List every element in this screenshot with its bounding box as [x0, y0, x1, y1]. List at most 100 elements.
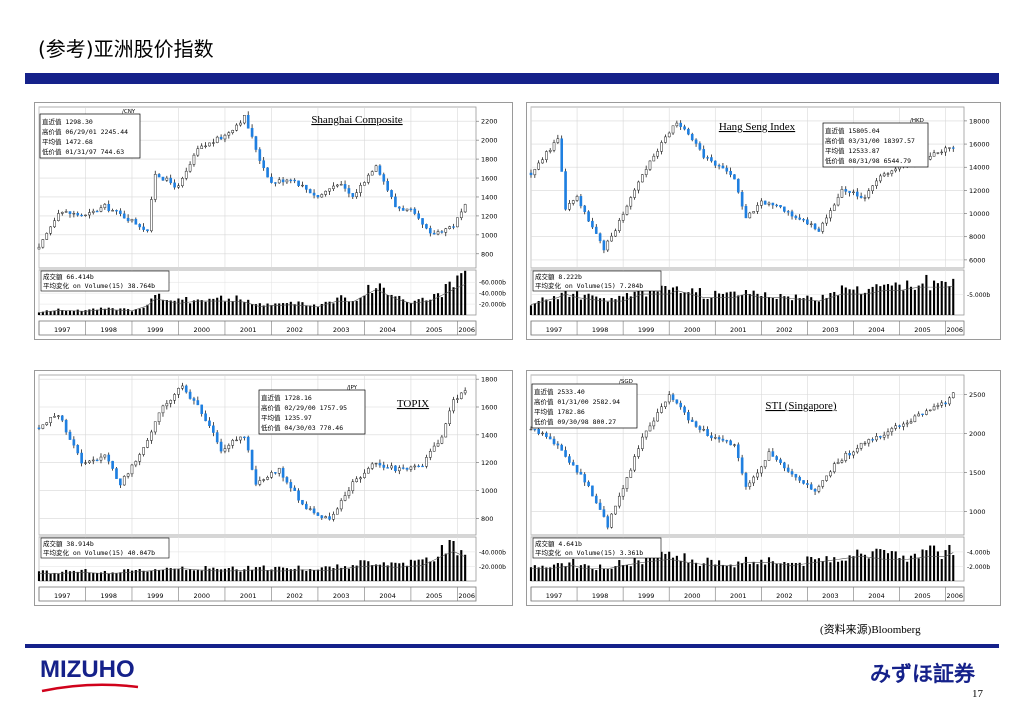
volume-bar — [645, 555, 648, 581]
candle-body — [456, 398, 459, 400]
candle-body — [848, 453, 851, 456]
volume-bar — [595, 296, 598, 315]
candle-body — [405, 208, 409, 211]
volume-bar — [84, 310, 87, 315]
volume-bar — [675, 555, 678, 581]
candle-body — [951, 392, 955, 399]
volume-bar — [367, 284, 370, 315]
candle-body — [200, 145, 204, 149]
chart-shanghai-composite: 800 1000 1200 1400 1600 1800 2000 2200 -60.000b -… — [34, 102, 513, 340]
candle-body — [320, 515, 324, 519]
candle-body — [806, 483, 809, 485]
candle-body — [902, 423, 905, 427]
stats-box — [39, 113, 141, 159]
candle-body — [744, 206, 748, 219]
candle-body — [740, 457, 744, 474]
candle-body — [917, 413, 921, 417]
volume-bar — [347, 301, 350, 315]
candle-body — [397, 467, 401, 472]
year-label: 2000 — [684, 592, 701, 600]
candle-body — [740, 191, 744, 207]
year-label: 2006 — [458, 592, 475, 600]
year-label: 2002 — [286, 592, 303, 600]
volume-bar — [921, 283, 924, 315]
candle-body — [223, 134, 227, 140]
candle-body — [444, 228, 448, 233]
candle-body — [763, 200, 767, 205]
volume-bar — [185, 570, 188, 581]
volume-bar — [648, 290, 652, 315]
year-label: 2004 — [379, 326, 396, 334]
candle-body — [409, 208, 413, 211]
candle-body — [905, 422, 909, 425]
volume-bar — [285, 568, 289, 581]
candle-body — [560, 444, 564, 451]
chart-svg: 1000 1500 2000 2500 -4.000b -2.000b 1997 1998 19… — [529, 374, 990, 602]
stats-box — [822, 122, 929, 168]
candle-body — [57, 415, 60, 417]
volume-bar — [656, 556, 659, 581]
volume-bar — [721, 293, 724, 315]
volume-bar — [134, 570, 137, 581]
volume-bar — [169, 300, 172, 315]
candle-body — [215, 432, 219, 443]
candle-body — [748, 212, 752, 219]
chart-svg: 800 1000 1200 1400 1600 1800 2000 2200 -60.000b -… — [37, 106, 506, 336]
volume-bar — [367, 561, 370, 581]
candle-body — [644, 430, 648, 438]
candle-body — [840, 189, 844, 198]
candle-body — [863, 442, 867, 445]
volume-bar — [848, 289, 851, 315]
volume-bar — [798, 298, 801, 315]
candle-body — [72, 439, 76, 446]
volume-bar — [444, 553, 447, 581]
volume-bar — [460, 273, 463, 315]
candle-body — [675, 399, 679, 404]
volume-bar — [142, 570, 145, 581]
candle-body — [648, 160, 652, 170]
volume-bar — [568, 562, 571, 581]
candle-body — [583, 205, 587, 212]
volume-bar — [925, 550, 928, 581]
volume-bar — [552, 296, 556, 315]
candle-body — [940, 402, 944, 406]
candle-body — [421, 218, 424, 225]
volume-bar — [200, 300, 203, 315]
candle-body — [725, 167, 729, 172]
volume-bar — [533, 565, 536, 581]
candle-body — [293, 179, 297, 182]
volume-bar — [146, 304, 149, 315]
candle-body — [829, 471, 832, 477]
volume-bar — [266, 570, 269, 581]
candle-body — [859, 442, 863, 449]
candle-body — [537, 428, 540, 434]
volume-bar — [363, 560, 366, 581]
volume-bar — [448, 281, 451, 315]
candle-body — [57, 213, 60, 221]
candle-body — [440, 231, 444, 233]
year-label: 2005 — [914, 592, 931, 600]
candle-body — [200, 404, 204, 414]
volume-bar — [948, 286, 951, 315]
top-rule — [25, 73, 999, 84]
candle-body — [41, 239, 45, 248]
y-tick-label: 1000 — [481, 487, 498, 495]
volume-bar — [622, 565, 625, 581]
year-label: 1999 — [638, 592, 655, 600]
volume-bar — [351, 301, 354, 315]
candle-body — [270, 472, 273, 478]
volume-bar — [343, 566, 347, 581]
candle-body — [667, 132, 671, 138]
candle-body — [208, 420, 211, 427]
candle-body — [825, 217, 828, 224]
volume-bar — [417, 299, 420, 315]
volume-bar — [599, 298, 602, 315]
candle-body — [297, 180, 300, 186]
volume-bar — [289, 569, 292, 581]
volume-bar — [413, 300, 416, 315]
volume-bar — [533, 303, 536, 315]
volume-bar — [68, 310, 72, 315]
candle-body — [126, 473, 130, 477]
candle-body — [165, 403, 169, 407]
candle-body — [250, 449, 254, 470]
